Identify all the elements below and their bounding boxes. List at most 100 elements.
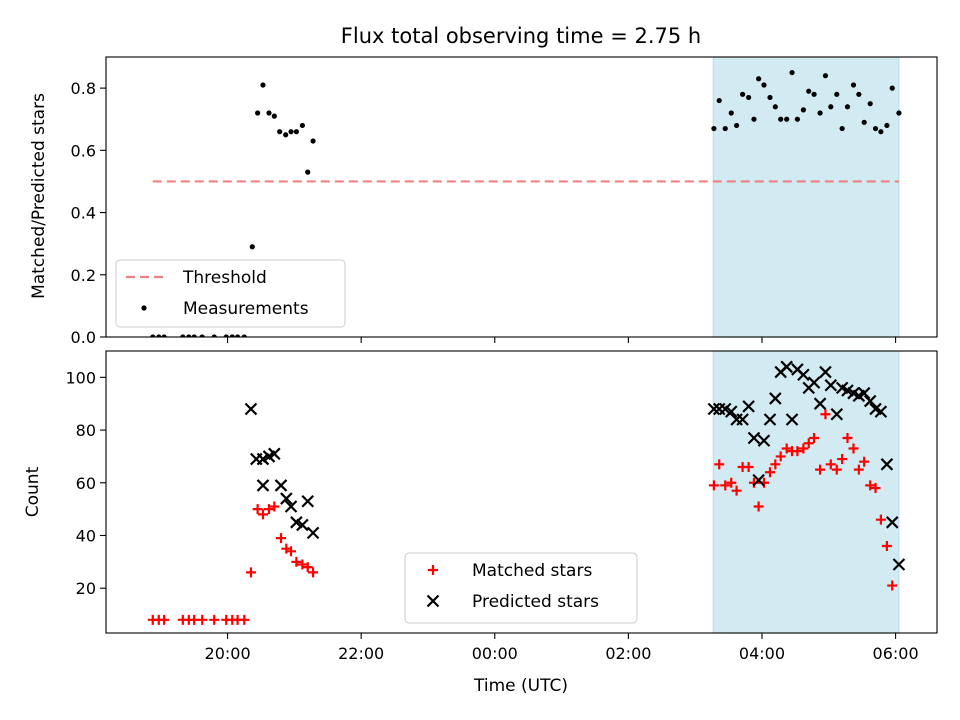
data-point <box>726 477 737 488</box>
data-point <box>276 533 287 544</box>
data-point <box>299 122 305 129</box>
data-point <box>234 334 241 337</box>
data-point <box>761 82 767 88</box>
data-point <box>186 334 192 337</box>
data-point <box>245 567 256 578</box>
data-point <box>241 334 247 337</box>
data-point <box>820 409 831 420</box>
y-tick-label: 60 <box>76 474 96 493</box>
data-point <box>252 504 263 515</box>
data-point <box>223 334 229 337</box>
bottom-shaded-region <box>712 350 900 634</box>
data-point <box>839 125 845 132</box>
data-point <box>291 556 302 567</box>
data-point <box>859 456 870 467</box>
data-point <box>819 365 832 379</box>
data-point <box>271 113 277 119</box>
data-point <box>878 129 884 135</box>
data-point <box>861 119 867 125</box>
y-tick-label: 40 <box>76 526 96 545</box>
x-tick-label: 22:00 <box>338 644 384 663</box>
data-point <box>731 485 742 496</box>
data-point <box>778 116 784 122</box>
data-point <box>863 394 877 408</box>
data-point <box>156 334 162 337</box>
data-point <box>308 567 319 578</box>
data-point <box>806 88 812 94</box>
top-axes-frame <box>105 56 938 338</box>
data-point <box>716 97 722 104</box>
y-tick-label: 20 <box>76 579 96 598</box>
data-point <box>255 110 261 116</box>
data-point <box>757 434 771 447</box>
data-point <box>867 101 873 107</box>
x-tick-label: 02:00 <box>605 644 651 663</box>
data-point <box>159 614 170 625</box>
data-point <box>269 501 280 512</box>
data-point <box>740 91 746 97</box>
data-point <box>775 451 786 462</box>
legend-label: Measurements <box>183 299 309 319</box>
data-point <box>711 125 717 132</box>
data-point <box>266 110 272 116</box>
data-point <box>733 122 740 129</box>
data-point <box>161 334 167 337</box>
y-tick-label: 0.8 <box>71 79 96 98</box>
data-point <box>825 459 836 470</box>
series-measurements <box>150 69 902 337</box>
data-point <box>763 413 777 426</box>
data-point <box>239 614 250 625</box>
data-point <box>772 104 778 110</box>
data-point <box>743 461 754 472</box>
legend-symbol <box>141 305 147 311</box>
data-point <box>249 244 255 250</box>
data-point <box>257 509 268 520</box>
top-legend: Threshold Measurements <box>115 259 346 328</box>
data-point <box>199 334 205 337</box>
data-point <box>850 82 857 88</box>
legend-label: Threshold <box>182 268 267 288</box>
data-point <box>209 614 220 625</box>
data-point <box>197 614 208 625</box>
data-point <box>856 91 862 97</box>
data-point <box>260 82 266 88</box>
data-point <box>297 559 308 570</box>
data-point <box>789 69 795 76</box>
data-point <box>284 500 298 513</box>
data-point <box>834 91 840 97</box>
bottom-axes-frame <box>105 350 938 634</box>
y-tick-label: 80 <box>76 421 96 440</box>
x-tick-label: 06:00 <box>873 644 919 663</box>
data-point <box>809 432 820 443</box>
x-axis-label: Time (UTC) <box>473 676 568 696</box>
data-point <box>229 334 235 337</box>
data-point <box>784 116 790 122</box>
data-point <box>769 392 782 405</box>
data-point <box>803 438 814 449</box>
y-tick-label: 0.4 <box>71 204 96 223</box>
data-point <box>306 526 320 540</box>
top-panel: 0.0 0.2 0.4 0.6 0.8 Threshold Measurements <box>71 56 938 347</box>
data-point <box>837 454 848 465</box>
data-point <box>283 132 289 138</box>
y-tick-label: 100 <box>65 368 96 387</box>
data-point <box>792 446 803 457</box>
chart-title: Flux total observing time = 2.75 h <box>341 24 701 48</box>
data-point <box>756 76 762 82</box>
data-point <box>277 129 283 135</box>
data-point <box>828 104 834 110</box>
data-point <box>822 73 829 79</box>
data-point <box>714 459 725 470</box>
data-point <box>268 447 281 461</box>
data-point <box>708 480 719 491</box>
data-point <box>794 116 800 122</box>
data-point <box>722 125 728 132</box>
series-predicted-stars <box>244 360 906 571</box>
legend-symbol <box>428 565 438 575</box>
bottom-legend: Matched stars Predicted stars <box>404 552 638 624</box>
data-point <box>817 110 823 116</box>
data-point <box>724 405 738 418</box>
data-point <box>286 546 297 557</box>
data-point <box>736 413 749 426</box>
x-tick-label: 20:00 <box>205 644 251 663</box>
